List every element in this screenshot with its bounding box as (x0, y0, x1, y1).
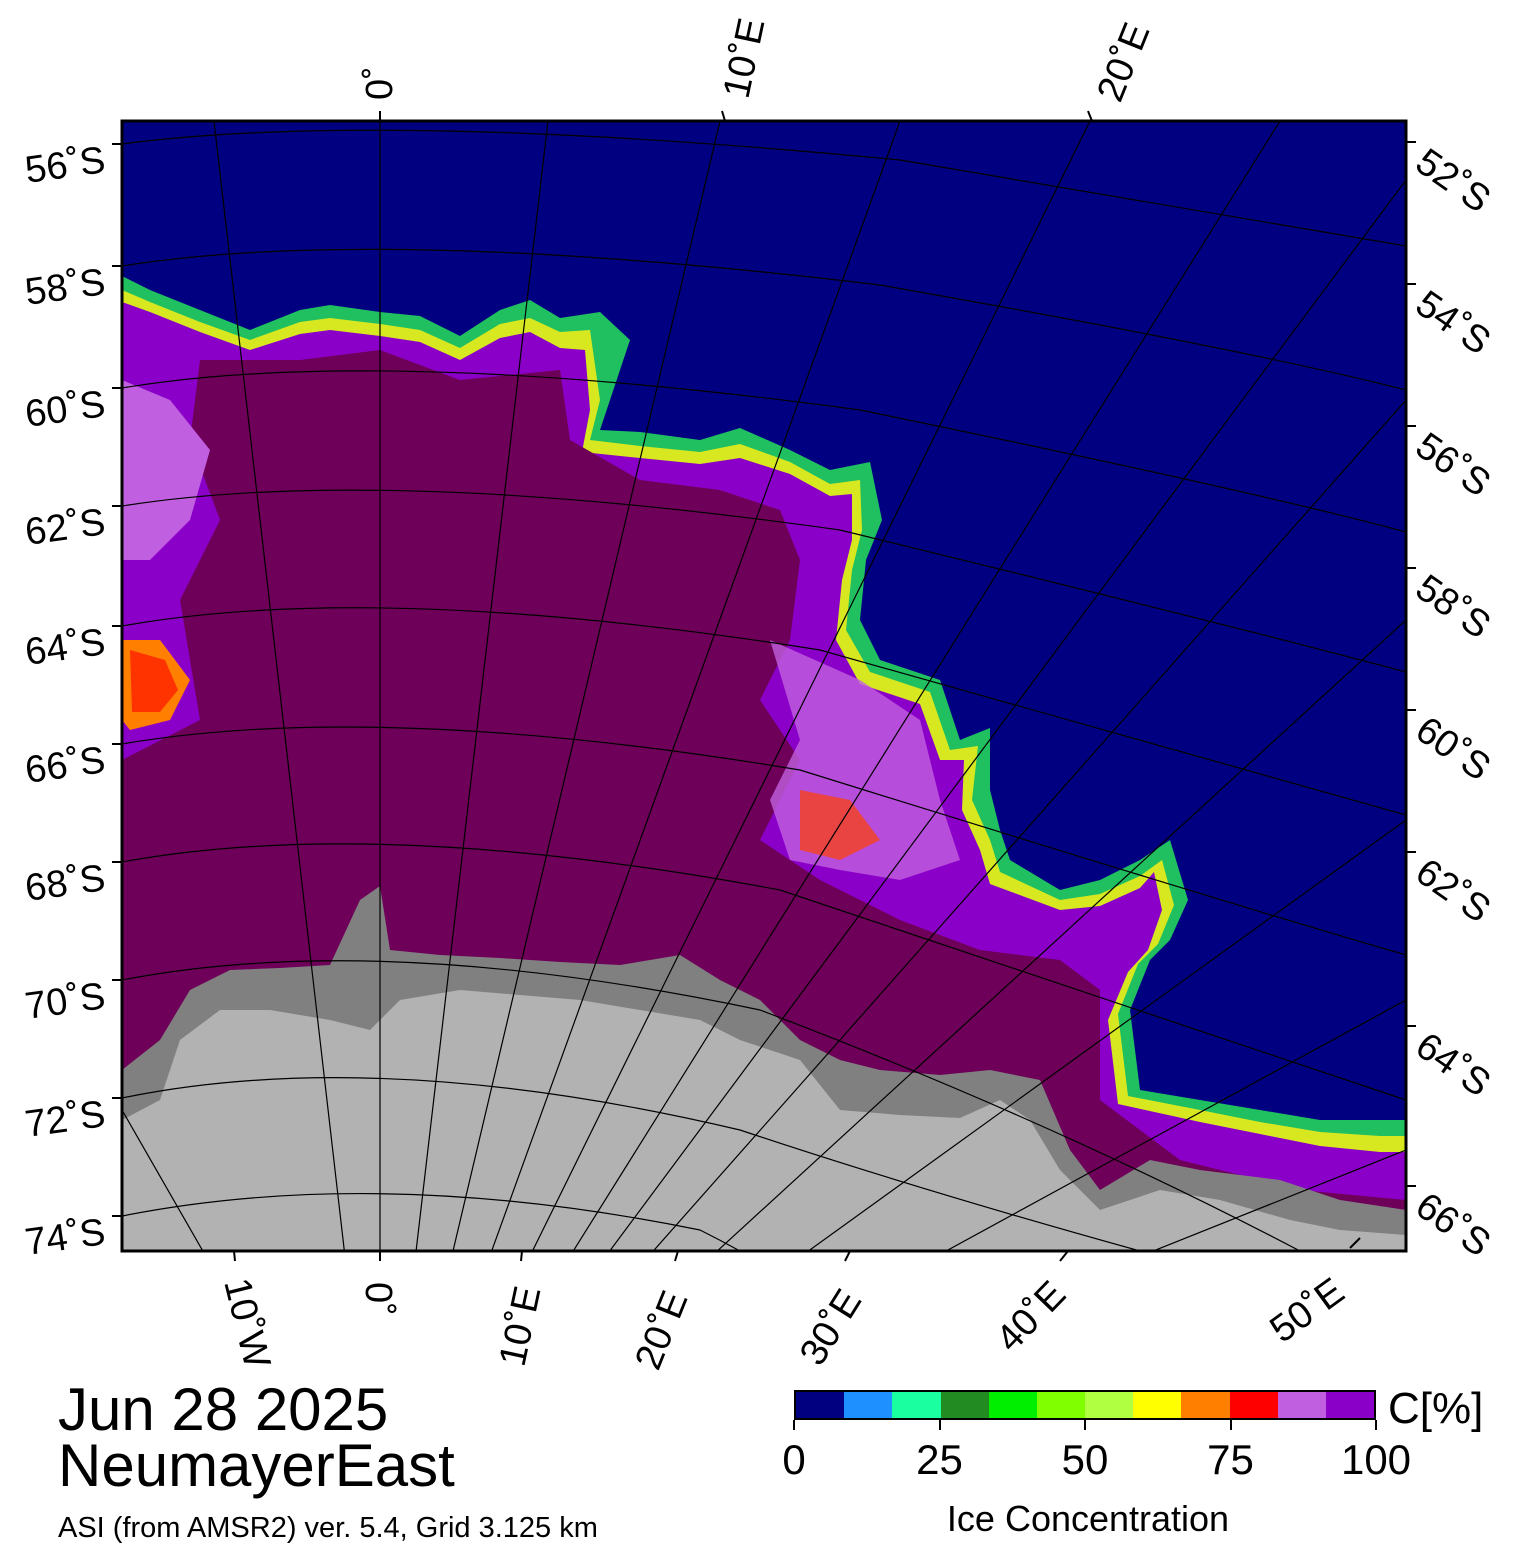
colorbar-segment (892, 1392, 941, 1418)
colorbar-title: Ice Concentration (946, 1498, 1230, 1539)
lat-label-left: 56˚S (23, 139, 108, 192)
colorbar-tick (1375, 1420, 1377, 1430)
lat-label-right: 62˚S (1408, 851, 1498, 931)
colorbar-tick-label: 0 (782, 1436, 806, 1483)
lat-label-right: 60˚S (1408, 709, 1498, 789)
colorbar-tick (1084, 1420, 1086, 1430)
colorbar-tick-label: 75 (1207, 1436, 1254, 1483)
land (122, 990, 1406, 1251)
colorbar-segment (940, 1392, 989, 1418)
colorbar-tick-label: 100 (1340, 1436, 1412, 1483)
lat-label-left: 66˚S (23, 739, 108, 792)
lon-label-top: 20˚E (1089, 17, 1158, 107)
colorbar-segment (1277, 1392, 1326, 1418)
lat-label-left: 70˚S (23, 975, 108, 1028)
product-label: ASI (from AMSR2) ver. 5.4, Grid 3.125 km (58, 1512, 598, 1544)
latitude-gridlines (122, 129, 1406, 1251)
lat-label-right: 66˚S (1408, 1185, 1498, 1265)
map-frame (120, 119, 1408, 1253)
lat-label-left: 58˚S (23, 261, 108, 314)
colorbar-segment (796, 1392, 845, 1418)
lon-label-bottom: 0˚ (357, 1282, 399, 1316)
colorbar-tick-label: 50 (1061, 1436, 1109, 1483)
colorbar-segment (1085, 1392, 1134, 1418)
lon-label-bottom: 50˚E (1263, 1270, 1353, 1351)
lon-label-top: 0˚ (359, 66, 401, 100)
lon-label-bottom: 30˚E (792, 1282, 870, 1372)
lat-label-left: 60˚S (23, 383, 108, 436)
colorbar-unit-label: C[%] (1388, 1384, 1484, 1433)
lon-label-bottom: 10˚E (492, 1283, 550, 1370)
colorbar-tick-label: 25 (916, 1436, 963, 1483)
right-latitude-labels: 52˚S 54˚S 56˚S 58˚S 60˚S 62˚S 64˚S 66˚S (1406, 141, 1498, 1265)
lat-label-right: 56˚S (1408, 425, 1498, 505)
lon-label-top: 10˚E (716, 15, 774, 102)
lat-label-left: 72˚S (23, 1093, 108, 1146)
date-label: Jun 28 2025 (58, 1376, 389, 1443)
colorbar-segment (1229, 1392, 1278, 1418)
lat-label-left: 64˚S (23, 621, 108, 674)
colorbar-segment (1325, 1392, 1375, 1418)
left-latitude-labels: 56˚S 58˚S 60˚S 62˚S 64˚S 66˚S 68˚S 70˚S … (23, 139, 122, 1264)
colorbar-segment (1133, 1392, 1182, 1418)
bottom-longitude-labels: 10˚W 0˚ 10˚E 20˚E 30˚E 40˚E 50˚E (215, 1237, 1361, 1375)
lon-label-bottom: 20˚E (627, 1285, 696, 1375)
region-label: NeumayerEast (58, 1432, 455, 1499)
colorbar-segment (844, 1392, 893, 1418)
ice-concentration-colorbar (794, 1390, 1376, 1420)
lon-label-bottom: 40˚E (988, 1273, 1074, 1360)
colorbar-segment (1036, 1392, 1086, 1418)
lat-label-right: 54˚S (1408, 283, 1498, 363)
ice-patch-light (122, 380, 210, 560)
colorbar-segment (1181, 1392, 1230, 1418)
lat-label-left: 74˚S (23, 1211, 108, 1264)
colorbar-tick (938, 1420, 941, 1430)
lat-label-left: 68˚S (23, 857, 108, 910)
colorbar-tick (1229, 1420, 1232, 1430)
lat-label-right: 58˚S (1408, 567, 1498, 647)
lat-label-right: 64˚S (1408, 1025, 1498, 1105)
lat-label-right: 52˚S (1408, 141, 1498, 221)
lon-label-bottom: 10˚W (215, 1274, 278, 1372)
ice-patch-red (130, 650, 178, 712)
colorbar-tick (793, 1420, 795, 1430)
longitude-gridlines (122, 121, 1406, 1251)
lat-label-left: 62˚S (23, 501, 108, 554)
colorbar-segment (988, 1392, 1037, 1418)
top-longitude-labels: 0˚ 10˚E 20˚E (359, 15, 1158, 122)
